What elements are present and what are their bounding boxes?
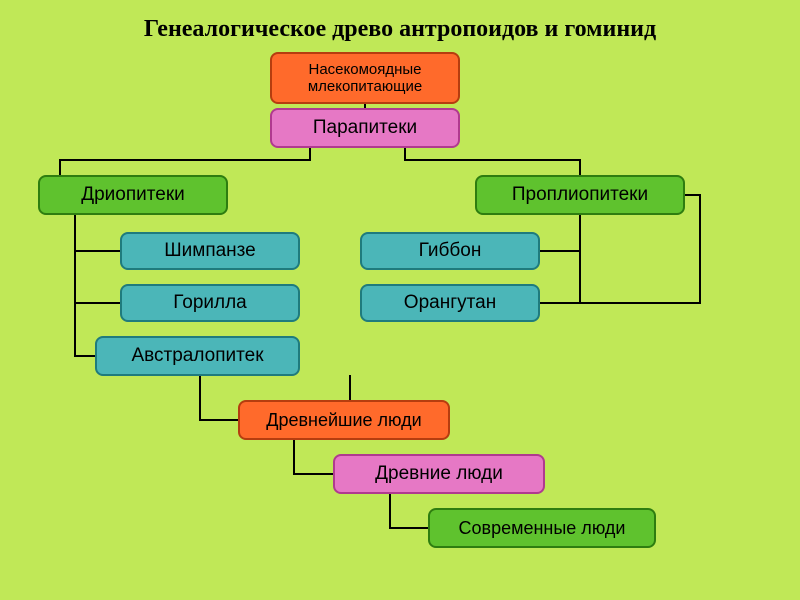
node-dryopithecus: Дриопитеки xyxy=(38,175,228,215)
node-parapithecus: Парапитеки xyxy=(270,108,460,148)
node-earliest: Древнейшие люди xyxy=(238,400,450,440)
node-modern: Современные люди xyxy=(428,508,656,548)
node-ancient: Древние люди xyxy=(333,454,545,494)
diagram-canvas: Генеалогическое древо антропоидов и гоми… xyxy=(0,0,800,600)
node-insectivores: Насекомоядные млекопитающие xyxy=(270,52,460,104)
node-australopithecus: Австралопитек xyxy=(95,336,300,376)
node-orangutan: Орангутан xyxy=(360,284,540,322)
node-gibbon: Гиббон xyxy=(360,232,540,270)
diagram-title: Генеалогическое древо антропоидов и гоми… xyxy=(60,16,740,46)
node-propliopithecus: Проплиопитеки xyxy=(475,175,685,215)
node-gorilla: Горилла xyxy=(120,284,300,322)
node-chimp: Шимпанзе xyxy=(120,232,300,270)
